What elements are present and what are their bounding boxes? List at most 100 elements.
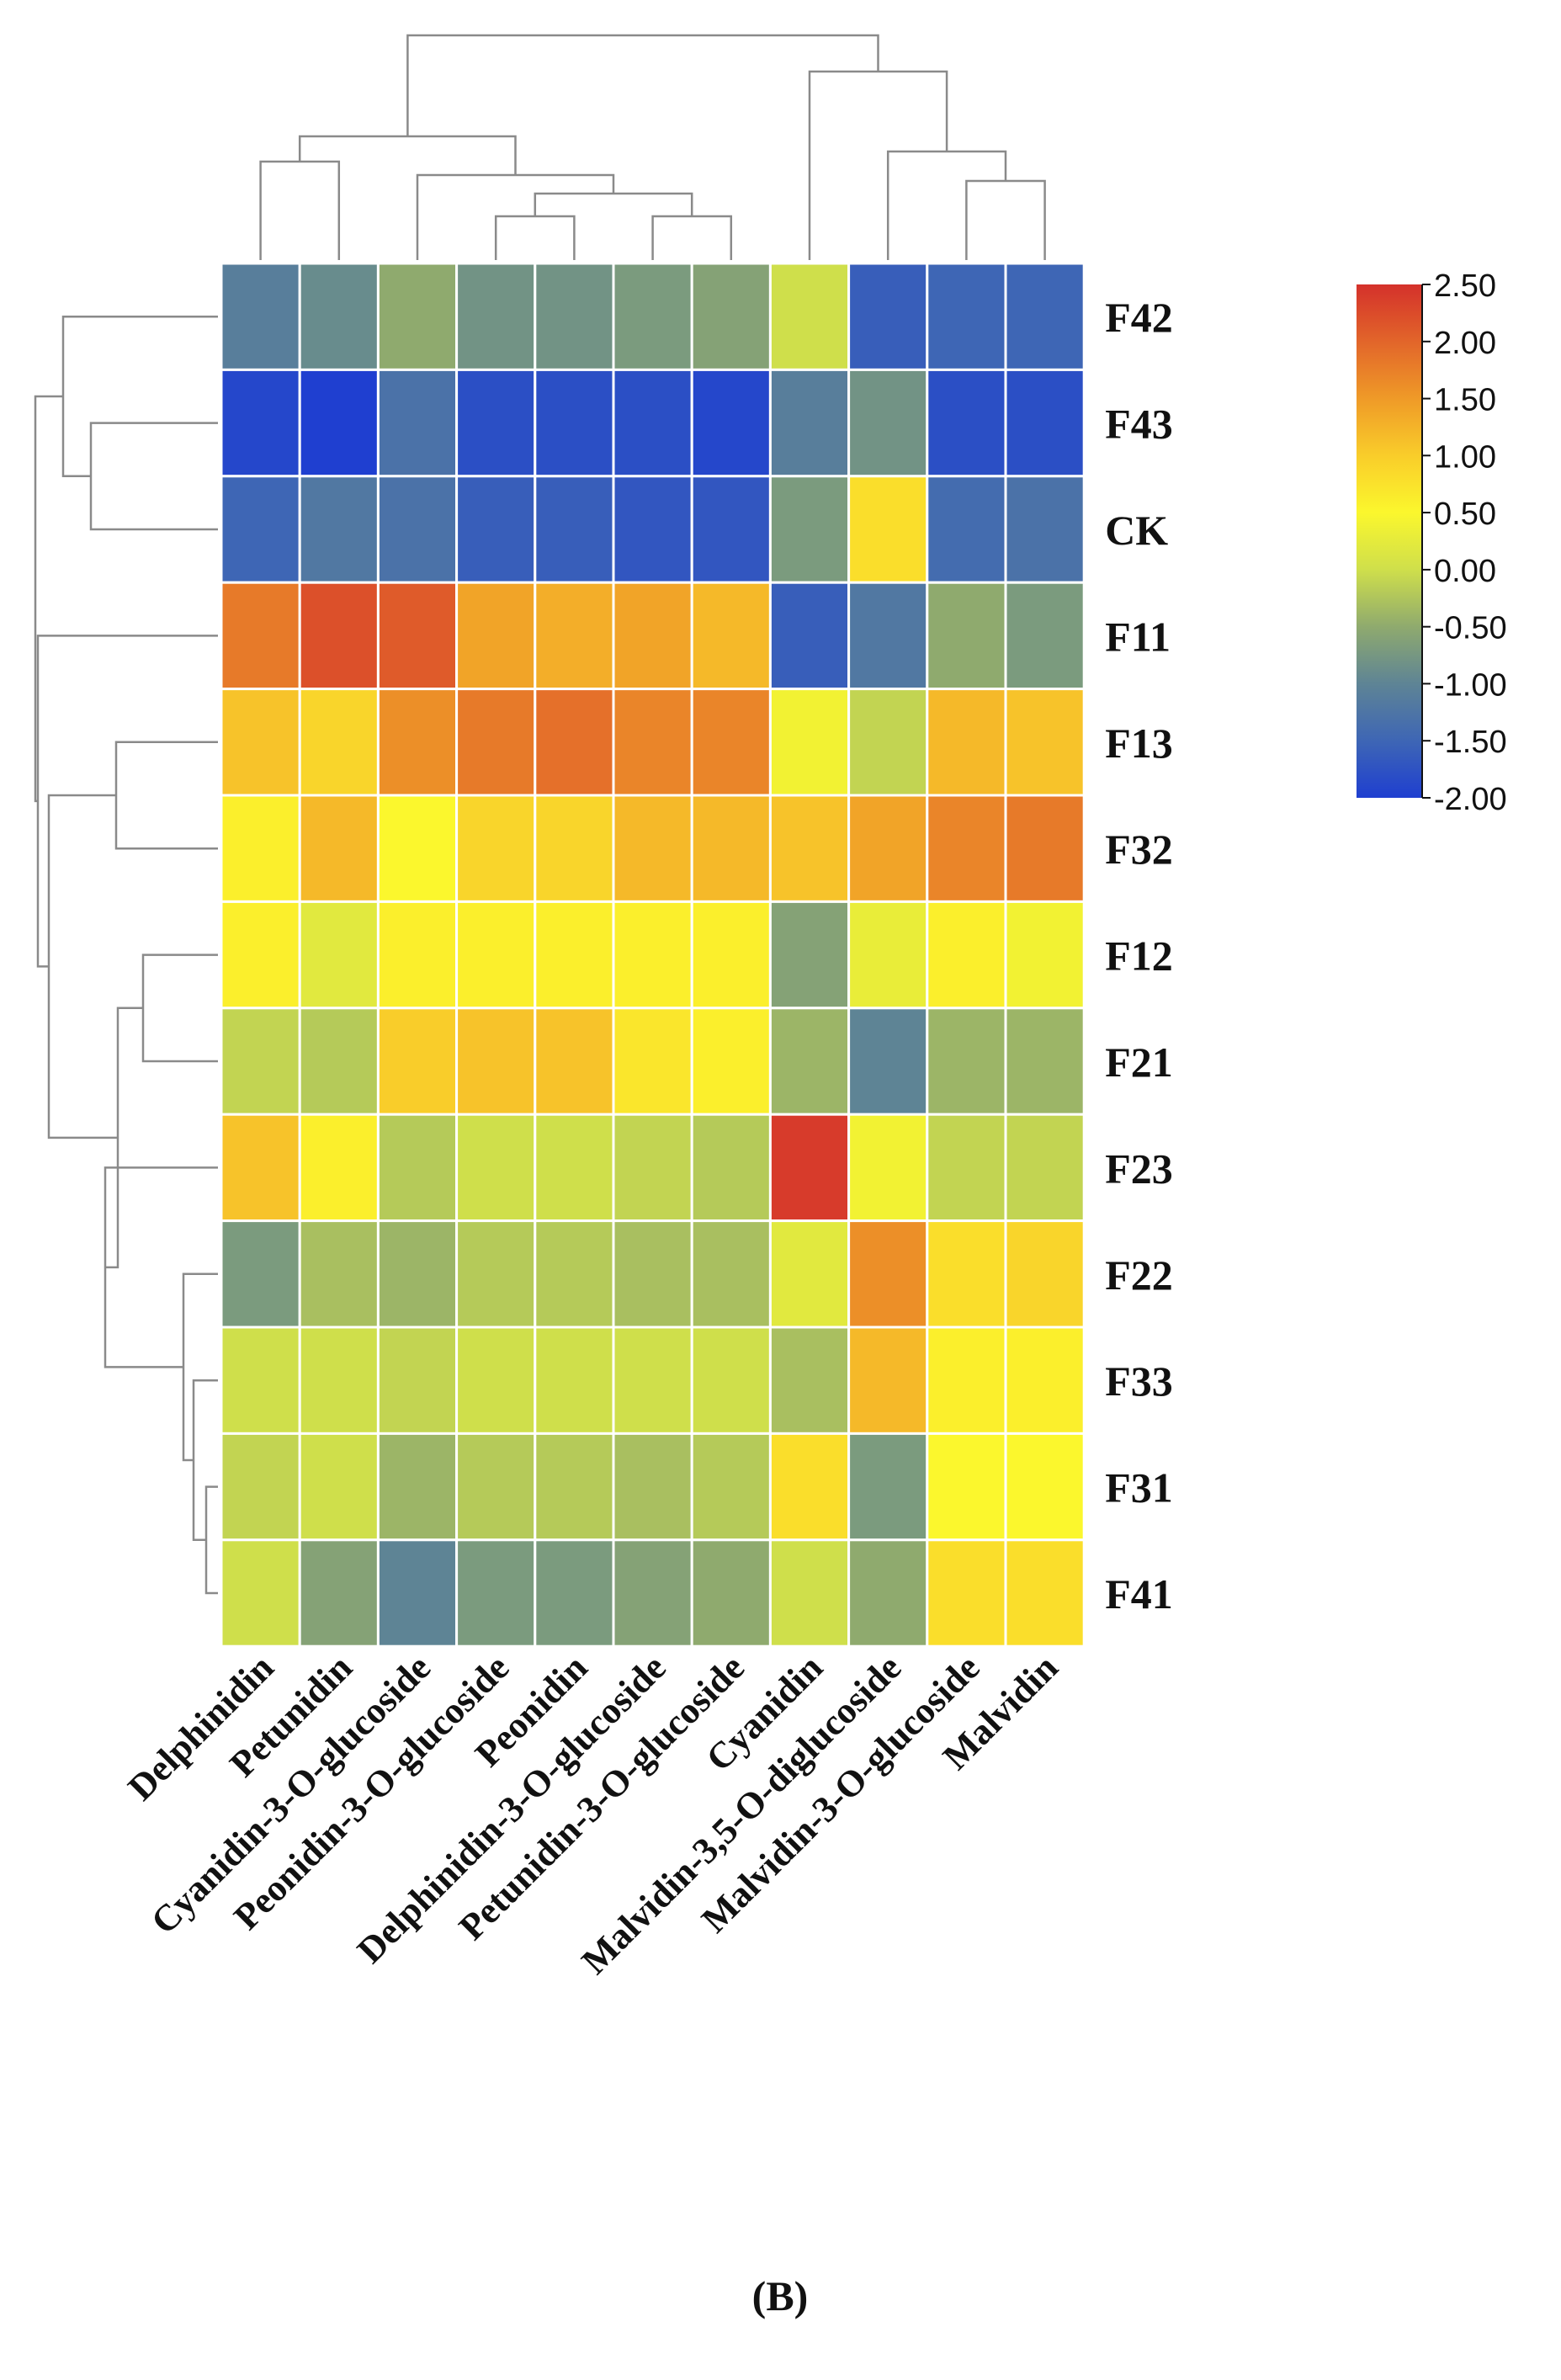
- heatmap-cell: [1004, 1219, 1086, 1329]
- heatmap-cell: [847, 1007, 929, 1116]
- column-dendrogram-branch: [259, 160, 341, 260]
- heatmap-cell: [1004, 1325, 1086, 1435]
- heatmap-cell: [926, 794, 1007, 903]
- heatmap-cell: [220, 1219, 301, 1329]
- heatmap-cell: [1004, 688, 1086, 797]
- heatmap-cell: [534, 262, 615, 371]
- column-labels: DelphinidinPetunidinCyanidin-3-O-glucosi…: [120, 1647, 1066, 1983]
- heatmap-cell: [455, 475, 537, 584]
- heatmap-cell: [847, 1432, 929, 1542]
- heatmap-cell: [298, 1219, 380, 1329]
- heatmap-cell: [298, 475, 380, 584]
- column-dendrogram-branch: [651, 215, 733, 260]
- heatmap-cell: [847, 1113, 929, 1223]
- heatmap-cell: [612, 688, 693, 797]
- heatmap-cell: [1004, 1007, 1086, 1116]
- heatmap-cell: [768, 262, 851, 371]
- heatmap-cell: [534, 1007, 615, 1116]
- row-dendrogram-branch: [47, 794, 118, 1140]
- heatmap-cell: [612, 1219, 693, 1329]
- heatmap-cell: [690, 1113, 772, 1223]
- heatmap-cell: [534, 1219, 615, 1329]
- heatmap-cell: [1004, 794, 1086, 903]
- heatmap-cell: [455, 1113, 537, 1223]
- heatmap-cell: [534, 1113, 615, 1223]
- heatmap-cell: [926, 1113, 1007, 1223]
- heatmap-cell: [690, 688, 772, 797]
- color-scale-legend: 2.50 2.00 1.50 1.00 0.50 0.00 -0.50 -1.00 -1.50 -…: [1357, 268, 1507, 817]
- heatmap-cell: [926, 900, 1007, 1010]
- heatmap-cell: [926, 262, 1007, 371]
- heatmap-cell: [926, 688, 1007, 797]
- heatmap-cell: [455, 1007, 537, 1116]
- heatmap-cell: [220, 475, 301, 584]
- heatmap-cell: [847, 1325, 929, 1435]
- row-dendrogram-branch: [141, 954, 218, 1063]
- column-dendrogram-branch: [416, 173, 615, 260]
- heatmap-cell: [612, 262, 693, 371]
- heatmap-cell: [612, 794, 693, 903]
- color-scale-tick-label: -1.00: [1434, 667, 1507, 703]
- heatmap-cell: [376, 1538, 459, 1648]
- heatmap-cell: [534, 794, 615, 903]
- heatmap-cell: [534, 1325, 615, 1435]
- heatmap-cell: [376, 1219, 459, 1329]
- heatmap-cell: [220, 1113, 301, 1223]
- color-scale-tick-label: -0.50: [1434, 611, 1507, 646]
- heatmap-cell: [768, 1432, 851, 1542]
- heatmap-cell: [926, 1432, 1007, 1542]
- heatmap-cell: [926, 475, 1007, 584]
- column-dendrogram-branch: [808, 70, 948, 260]
- heatmap-cell: [690, 794, 772, 903]
- heatmap-cell: [847, 368, 929, 478]
- row-label: F12: [1105, 932, 1173, 980]
- column-dendrogram-branch: [886, 150, 1007, 260]
- heatmap-cell: [220, 794, 301, 903]
- heatmap-cell: [1004, 368, 1086, 478]
- color-scale-tick-label: 2.00: [1434, 326, 1496, 361]
- heatmap-cell: [690, 900, 772, 1010]
- row-label: CK: [1105, 507, 1168, 554]
- heatmap-cell: [1004, 1113, 1086, 1223]
- heatmap-cell: [455, 262, 537, 371]
- heatmap-cell: [768, 1007, 851, 1116]
- color-scale-tick-label: 2.50: [1434, 268, 1496, 304]
- heatmap-cell: [612, 900, 693, 1010]
- heatmap-cell: [768, 1325, 851, 1435]
- panel-label: (B): [752, 2272, 809, 2319]
- heatmap-cell: [690, 581, 772, 691]
- row-dendrogram-branch: [34, 395, 63, 803]
- heatmap-cell: [455, 581, 537, 691]
- heatmap-cell: [298, 688, 380, 797]
- heatmap-cell: [768, 581, 851, 691]
- heatmap-cell: [768, 688, 851, 797]
- row-label: F41: [1105, 1570, 1173, 1618]
- heatmap-cell: [455, 688, 537, 797]
- heatmap-cell: [220, 368, 301, 478]
- heatmap-cell: [768, 368, 851, 478]
- heatmap-cell: [847, 475, 929, 584]
- row-dendrogram-branch: [36, 635, 218, 968]
- heatmap-cell: [298, 1538, 380, 1648]
- color-scale-tick-label: 0.50: [1434, 497, 1496, 532]
- color-scale-tick-label: 1.00: [1434, 439, 1496, 475]
- heatmap-cell: [612, 581, 693, 691]
- heatmap-cell: [768, 1538, 851, 1648]
- color-scale-tick-label: 0.00: [1434, 554, 1496, 589]
- heatmap-cell: [298, 1113, 380, 1223]
- column-dendrogram-branch: [965, 179, 1046, 260]
- heatmap-cell: [847, 581, 929, 691]
- heatmap-cell: [534, 1538, 615, 1648]
- row-label: F22: [1105, 1251, 1173, 1299]
- heatmap-cell: [220, 581, 301, 691]
- heatmap-cell: [376, 1113, 459, 1223]
- heatmap-cell: [690, 1219, 772, 1329]
- heatmap-cell: [455, 1538, 537, 1648]
- row-label: F13: [1105, 720, 1173, 767]
- heatmap-cell: [612, 1113, 693, 1223]
- heatmap-cell: [534, 688, 615, 797]
- heatmap-cell: [534, 1432, 615, 1542]
- heatmap-cell: [298, 900, 380, 1010]
- row-label: F23: [1105, 1145, 1173, 1192]
- column-dendrogram-branch: [534, 192, 693, 216]
